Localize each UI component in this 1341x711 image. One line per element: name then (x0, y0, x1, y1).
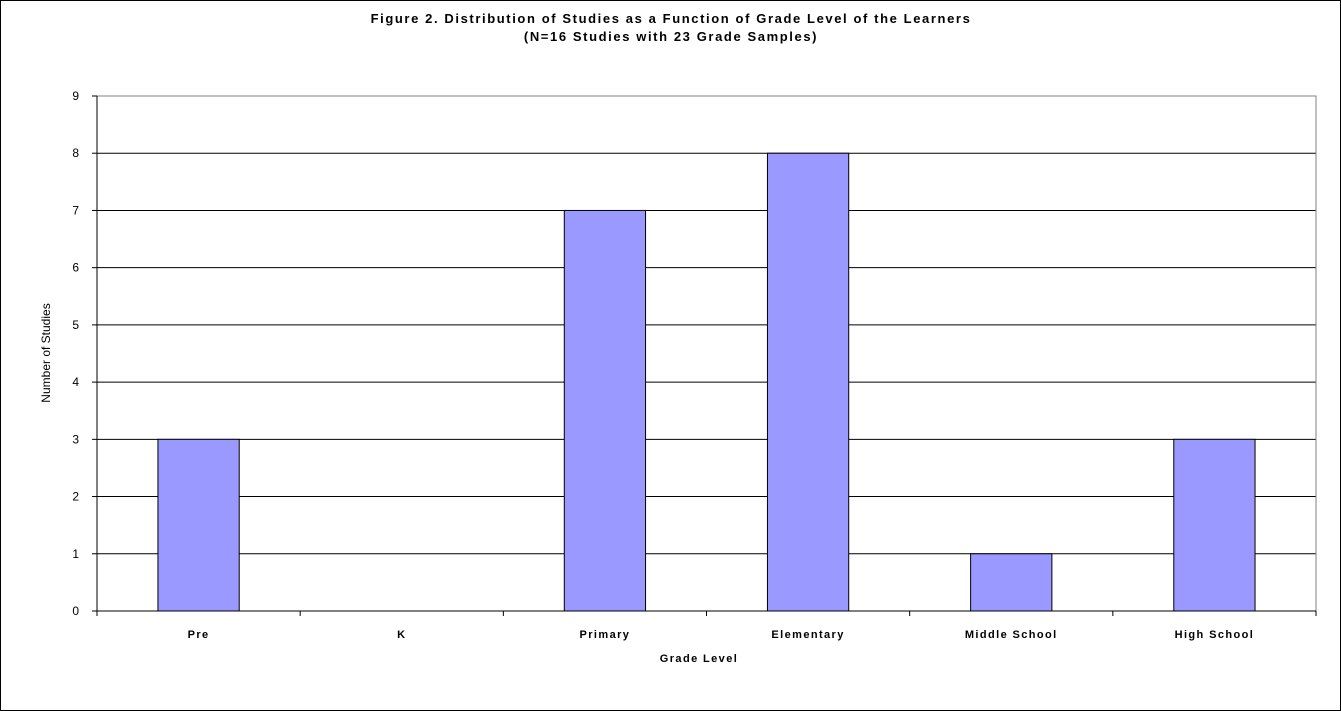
x-axis-ticks: Pre K Primary Elementary Middle School High S… (96, 611, 1317, 641)
x-tick-label: K (397, 629, 406, 641)
y-tick-label: 1 (72, 547, 79, 561)
y-tick-label: 0 (72, 604, 79, 618)
y-tick-label: 7 (72, 203, 79, 217)
gridlines (97, 152, 1316, 555)
y-tick-label: 8 (72, 146, 79, 160)
y-tick-label: 4 (72, 375, 79, 389)
chart-title: Figure 2. Distribution of Studies as a F… (371, 11, 972, 26)
bar (1173, 438, 1256, 612)
bars (157, 152, 1256, 612)
y-tick-label: 9 (72, 89, 79, 103)
x-tick-label: Middle School (965, 629, 1058, 641)
x-tick-label: Primary (580, 629, 631, 641)
bar (766, 152, 850, 612)
bar (970, 553, 1053, 612)
x-tick-label: Elementary (771, 629, 844, 641)
x-tick-label: Pre (188, 629, 210, 641)
x-axis-title: Grade Level (660, 653, 738, 665)
y-tick-label: 5 (72, 318, 79, 332)
y-axis-title: Number of Studies (39, 303, 53, 402)
chart-subtitle: (N=16 Studies with 23 Grade Samples) (524, 29, 818, 44)
plot-area (96, 95, 1317, 612)
bar (563, 209, 647, 612)
y-tick-label: 6 (72, 261, 79, 275)
y-tick-label: 2 (72, 490, 79, 504)
y-axis-ticks: 0 1 2 3 4 5 6 7 8 9 (72, 89, 97, 618)
bar (157, 438, 240, 612)
y-tick-label: 3 (72, 432, 79, 446)
x-tick-label: High School (1175, 629, 1255, 641)
